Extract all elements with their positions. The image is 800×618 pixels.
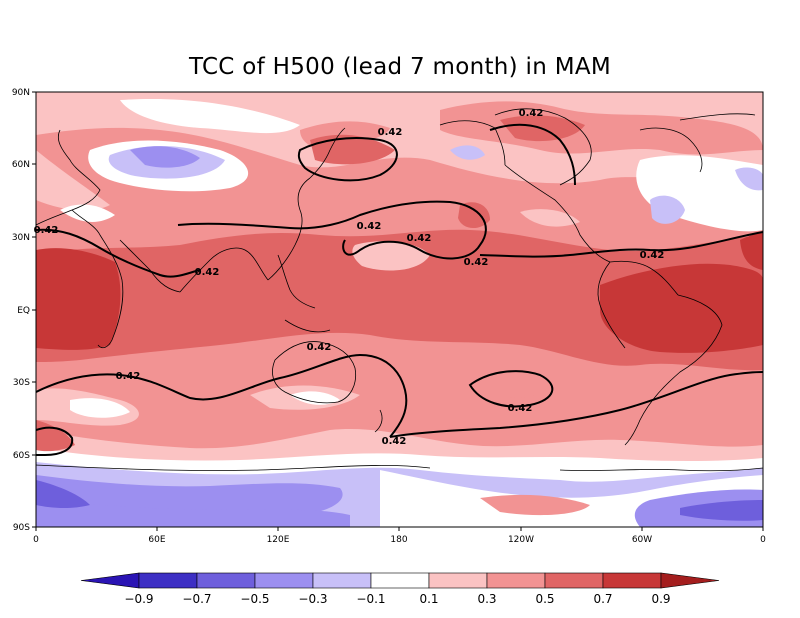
contour-label: 0.42 — [640, 250, 665, 261]
contour-lines — [36, 123, 763, 457]
lon-label: 180 — [390, 535, 407, 545]
lat-label: 30N — [12, 233, 30, 243]
lon-label: 120E — [267, 535, 290, 545]
colorbar-label: 0.7 — [593, 592, 612, 606]
contour-label: 0.42 — [116, 371, 141, 382]
colorbar-label: −0.5 — [240, 592, 269, 606]
colorbar-label: 0.9 — [651, 592, 670, 606]
contour-label: 0.42 — [378, 127, 403, 138]
colorbar-swatch — [486, 572, 546, 589]
field-shading — [36, 92, 763, 527]
lat-label: 60S — [13, 451, 30, 461]
colorbar-swatch — [602, 572, 662, 589]
contour-label: 0.42 — [407, 233, 432, 244]
lon-label: 60E — [148, 535, 165, 545]
colorbar-label: −0.3 — [298, 592, 327, 606]
colorbar-label: 0.5 — [535, 592, 554, 606]
colorbar-arrow-high — [660, 572, 720, 589]
colorbar-arrow-low — [80, 572, 140, 589]
colorbar-label: 0.1 — [419, 592, 438, 606]
colorbar-swatch — [370, 572, 430, 589]
coastlines — [36, 108, 763, 472]
contour-label: 0.42 — [382, 436, 407, 447]
colorbar-label: −0.1 — [356, 592, 385, 606]
colorbar-label: −0.9 — [124, 592, 153, 606]
lat-label: 90N — [12, 88, 30, 98]
longitude-axis: 0 60E 120E 180 120W 60W 0 — [33, 527, 766, 545]
contour-label: 0.42 — [357, 221, 382, 232]
colorbar: −0.9 −0.7 −0.5 −0.3 −0.1 0.1 0.3 0.5 0.7 0.9 — [80, 572, 720, 606]
lon-label: 0 — [760, 535, 766, 545]
lat-label: EQ — [17, 306, 30, 316]
contour-label: 0.42 — [195, 267, 220, 278]
lat-label: 60N — [12, 160, 30, 170]
colorbar-swatch — [138, 572, 198, 589]
lat-label: 90S — [13, 523, 30, 533]
latitude-axis: 90N 60N 30N EQ 30S 60S 90S — [12, 88, 36, 533]
lat-label: 30S — [13, 378, 30, 388]
contour-label: 0.42 — [464, 257, 489, 268]
colorbar-swatch — [312, 572, 372, 589]
colorbar-swatch — [544, 572, 604, 589]
lon-label: 120W — [508, 535, 534, 545]
colorbar-label: 0.3 — [477, 592, 496, 606]
colorbar-label: −0.7 — [182, 592, 211, 606]
contour-label: 0.42 — [307, 342, 332, 353]
lon-label: 60W — [632, 535, 652, 545]
contour-label: 0.42 — [519, 108, 544, 119]
map-title: TCC of H500 (lead 7 month) in MAM — [188, 54, 612, 80]
contour-label: 0.42 — [34, 225, 59, 236]
contour-label: 0.42 — [508, 403, 533, 414]
colorbar-swatch — [196, 572, 256, 589]
colorbar-swatch — [428, 572, 488, 589]
contour-labels: 0.42 0.42 0.42 0.42 0.42 0.42 0.42 0.42 … — [34, 108, 665, 447]
lon-label: 0 — [33, 535, 39, 545]
colorbar-swatch — [254, 572, 314, 589]
